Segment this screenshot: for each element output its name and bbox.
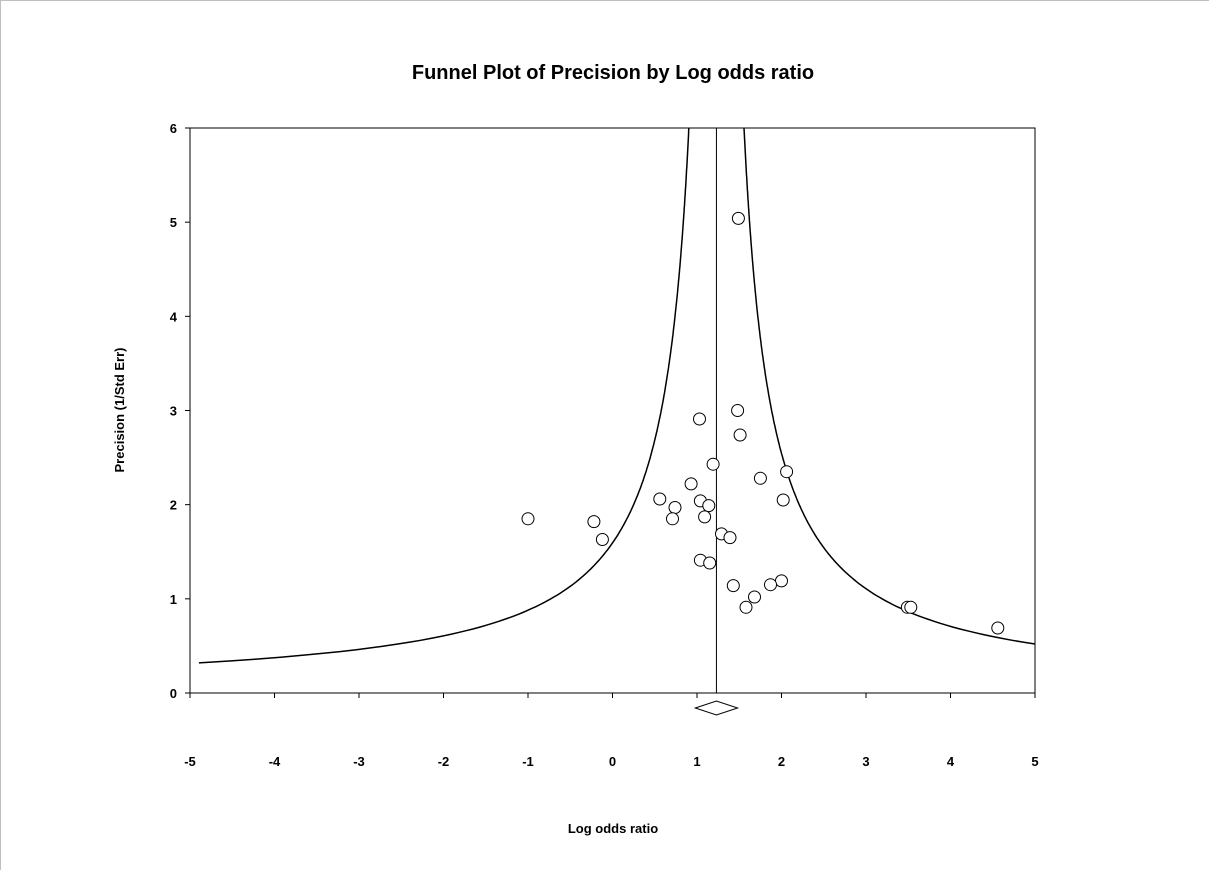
x-tick-label: -2 xyxy=(438,754,450,769)
funnel-left-limit xyxy=(198,127,690,664)
chart-title: Funnel Plot of Precision by Log odds rat… xyxy=(412,62,814,84)
study-point xyxy=(739,600,753,614)
x-tick-label: -1 xyxy=(522,754,534,769)
study-point xyxy=(684,477,698,491)
x-tick-label: 0 xyxy=(609,754,616,769)
y-tick-label: 5 xyxy=(170,215,177,230)
study-point xyxy=(702,499,716,513)
y-tick-label: 6 xyxy=(170,121,177,136)
study-point xyxy=(668,501,682,514)
study-point xyxy=(706,457,720,471)
study-point xyxy=(775,574,788,588)
study-point xyxy=(731,404,745,417)
y-tick-label: 4 xyxy=(170,309,178,324)
study-point xyxy=(723,531,737,545)
x-tick-label: -4 xyxy=(269,754,281,769)
study-point xyxy=(587,515,601,529)
study-point xyxy=(521,512,535,526)
study-point xyxy=(753,471,767,485)
x-tick-label: 1 xyxy=(693,754,700,769)
y-tick-label: 3 xyxy=(170,404,177,419)
y-axis-label: Precision (1/Std Err) xyxy=(112,348,127,473)
study-point xyxy=(991,621,1005,635)
y-tick-label: 2 xyxy=(170,498,177,513)
x-tick-label: 2 xyxy=(778,754,785,769)
x-tick-label: -5 xyxy=(184,754,196,769)
study-point xyxy=(780,465,794,479)
x-axis-label: Log odds ratio xyxy=(568,821,658,836)
study-point xyxy=(693,412,706,426)
x-tick-label: 3 xyxy=(862,754,869,769)
study-point xyxy=(764,578,777,592)
study-point xyxy=(733,428,747,442)
study-point xyxy=(776,493,790,507)
study-point xyxy=(904,600,918,614)
x-tick-label: -3 xyxy=(353,754,365,769)
y-tick-label: 0 xyxy=(170,686,177,701)
study-point xyxy=(653,492,667,506)
y-tick-label: 1 xyxy=(170,592,177,607)
summary-diamond xyxy=(693,700,740,716)
study-point xyxy=(748,590,761,604)
funnel-right-limit xyxy=(743,127,1036,645)
study-point xyxy=(703,556,717,570)
study-point xyxy=(731,211,745,225)
x-tick-label: 4 xyxy=(947,754,955,769)
study-point xyxy=(595,533,609,546)
study-point xyxy=(726,579,740,593)
study-point xyxy=(666,512,679,526)
x-tick-label: 5 xyxy=(1031,754,1038,769)
study-point xyxy=(698,510,712,524)
